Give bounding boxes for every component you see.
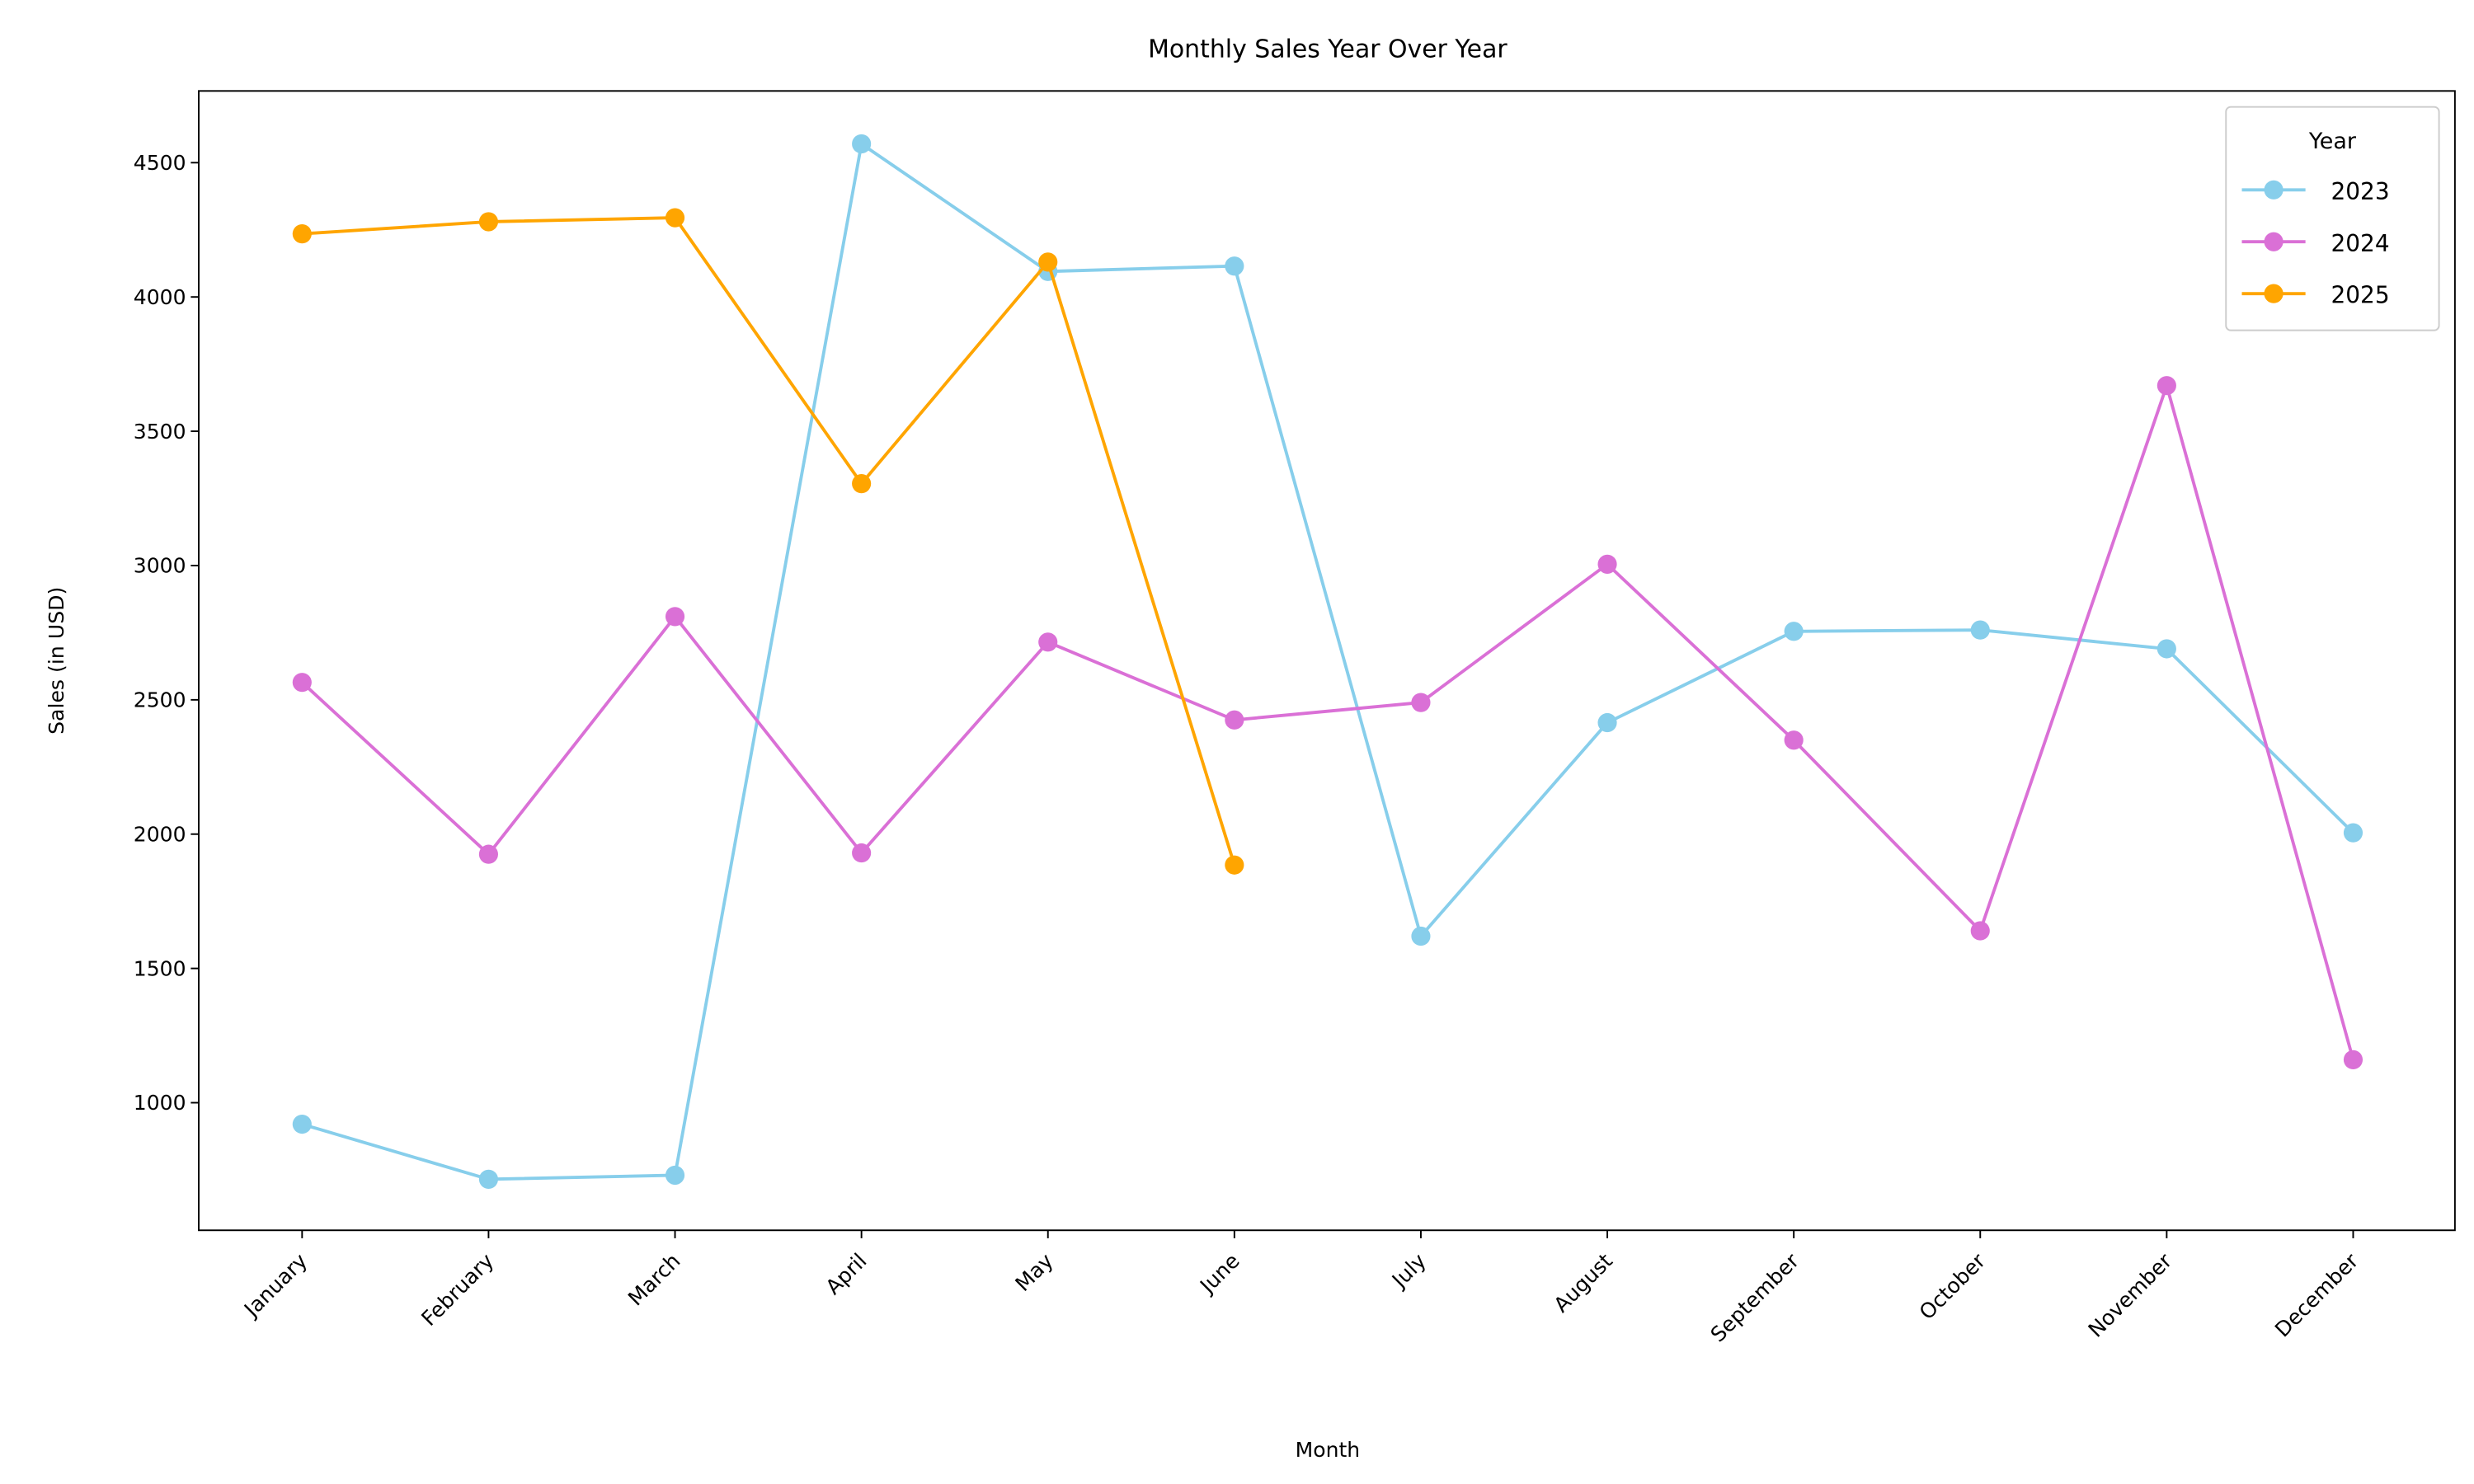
chart-title: Monthly Sales Year Over Year [1148, 35, 1507, 64]
data-point [665, 607, 685, 627]
y-tick-label: 2500 [134, 688, 186, 712]
data-point [2157, 376, 2176, 396]
data-point [665, 208, 685, 228]
legend-box [2225, 106, 2440, 331]
data-point [292, 224, 312, 244]
y-axis-label: Sales (in USD) [45, 587, 68, 735]
x-axis-label: Month [1296, 1438, 1361, 1462]
data-point [2343, 1050, 2363, 1070]
data-point [1970, 620, 1990, 640]
legend-marker [2264, 232, 2284, 251]
data-point [1411, 926, 1431, 946]
legend-label: 2023 [2331, 178, 2389, 205]
data-point [1225, 710, 1244, 730]
y-tick-label: 3500 [134, 420, 186, 444]
data-point [478, 212, 498, 232]
data-point [2343, 823, 2363, 843]
data-point [1038, 632, 1058, 652]
data-point [852, 134, 872, 154]
legend-label: 2024 [2331, 230, 2389, 257]
y-tick-label: 4000 [134, 285, 186, 309]
legend-label: 2025 [2331, 282, 2389, 309]
series-line [302, 216, 1236, 866]
legend-title: Year [2308, 129, 2357, 154]
series-line [301, 141, 2354, 1181]
data-point [1225, 256, 1244, 276]
data-point [478, 1169, 498, 1189]
y-tick-label: 4500 [134, 151, 186, 175]
data-point [1225, 855, 1244, 875]
series-line [301, 380, 2355, 1060]
data-point [665, 1165, 685, 1186]
y-tick-label: 1000 [134, 1091, 186, 1115]
data-point [1597, 554, 1617, 574]
data-point [852, 473, 872, 494]
data-point [1784, 622, 1804, 641]
data-point [292, 673, 312, 693]
data-point [852, 843, 872, 863]
legend-marker [2264, 180, 2284, 200]
data-point [2157, 639, 2176, 659]
data-point [1970, 921, 1990, 941]
data-point [1784, 730, 1804, 750]
data-point [292, 1114, 312, 1134]
data-point [1411, 693, 1431, 712]
plot-frame [198, 90, 2456, 1232]
data-point [1038, 252, 1058, 272]
y-tick-label: 2000 [134, 822, 186, 846]
y-tick-label: 1500 [134, 956, 186, 980]
data-point [478, 844, 498, 864]
data-point [1597, 712, 1617, 733]
y-tick-label: 3000 [134, 554, 186, 578]
legend-marker [2264, 284, 2284, 303]
